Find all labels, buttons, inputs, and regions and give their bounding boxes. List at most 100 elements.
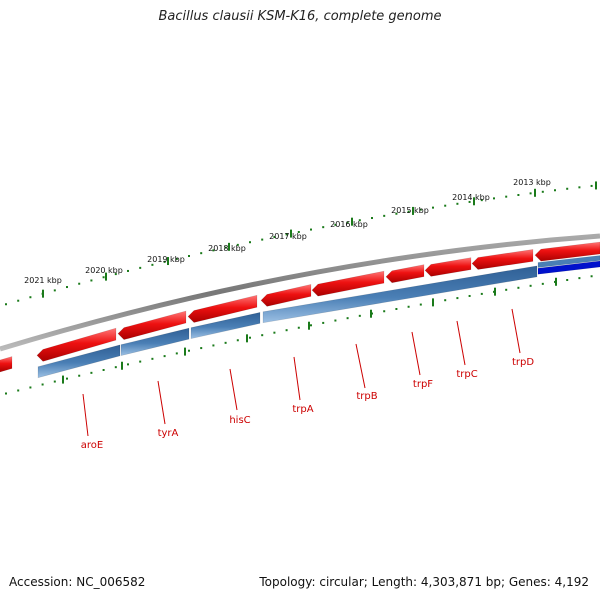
forward-gene xyxy=(36,327,117,362)
scale-dot xyxy=(432,206,434,209)
scale-dot xyxy=(212,344,215,347)
scale-dot xyxy=(541,282,544,285)
scale-dot xyxy=(273,331,276,334)
scale-dot xyxy=(127,363,129,366)
scale-dot xyxy=(529,284,532,287)
scale-dot xyxy=(419,208,422,211)
gene-leader-line xyxy=(82,393,89,437)
scale-tick-label: 2017 kbp xyxy=(269,232,307,241)
scale-dot xyxy=(334,223,337,226)
gene-label-aroE: aroE xyxy=(81,440,103,451)
forward-strand-genes xyxy=(0,241,600,373)
scale-dot xyxy=(297,230,300,233)
scale-dot xyxy=(114,366,117,369)
scale-dot xyxy=(261,334,264,337)
scale-dot xyxy=(200,347,203,350)
scale-dot xyxy=(139,360,142,363)
genome-backbone xyxy=(0,233,600,352)
scale-dot xyxy=(395,212,398,215)
scale-dot xyxy=(395,307,398,310)
forward-gene xyxy=(385,264,425,284)
reverse-strand-genes xyxy=(37,255,600,379)
scale-dot xyxy=(493,197,495,200)
scale-dot xyxy=(41,383,44,386)
scale-dot xyxy=(78,374,81,377)
forward-gene xyxy=(187,294,258,323)
highlighted-gene xyxy=(537,260,600,275)
accession-value: NC_006582 xyxy=(76,575,146,589)
scale-dot xyxy=(5,303,7,306)
scale-dot xyxy=(151,357,154,360)
scale-dot xyxy=(273,236,276,239)
scale-dot xyxy=(17,299,20,302)
scale-dot xyxy=(578,277,581,280)
reverse-gene xyxy=(120,327,190,357)
reverse-gene xyxy=(262,265,538,324)
scale-dot xyxy=(578,186,581,189)
forward-gene xyxy=(117,310,187,340)
scale-dot xyxy=(310,324,312,327)
scale-dot xyxy=(310,228,312,231)
scale-dot xyxy=(407,305,410,308)
scale-dot xyxy=(383,310,386,313)
scale-dot xyxy=(456,297,459,300)
reverse-gene xyxy=(537,255,600,268)
scale-dot xyxy=(468,294,471,297)
gene-label-leaders xyxy=(82,308,521,437)
gene-labels: aroE tyrA hisC trpA trpB trpF trpC trpD xyxy=(81,357,535,451)
scale-dot xyxy=(346,317,349,320)
scale-dot xyxy=(188,255,190,258)
scale-dot xyxy=(334,319,337,322)
scale-dot xyxy=(66,377,68,380)
scale-dot xyxy=(139,266,142,269)
scale-dot xyxy=(444,299,447,302)
scale-dot xyxy=(407,210,410,213)
forward-gene xyxy=(471,249,534,270)
scale-dot xyxy=(236,243,239,246)
scale-dot xyxy=(53,289,56,292)
scale-dot xyxy=(102,368,105,371)
scale-dot xyxy=(127,269,129,272)
gene-leader-line xyxy=(293,356,301,401)
scale-dot xyxy=(78,282,81,285)
scale-dot xyxy=(29,386,32,389)
scale-dot xyxy=(285,329,288,332)
scale-dot xyxy=(17,389,20,392)
scale-dot xyxy=(224,246,227,249)
inner-scale-track xyxy=(5,275,593,395)
gene-label-trpA: trpA xyxy=(292,404,313,415)
scale-tick-labels: 2021 kbp 2020 kbp 2019 kbp 2018 kbp 2017 kbp… xyxy=(24,178,551,285)
reverse-gene xyxy=(37,344,121,379)
scale-dot xyxy=(163,355,166,358)
scale-dot xyxy=(297,326,300,329)
gene-leader-line xyxy=(456,320,466,366)
scale-dot xyxy=(236,339,239,342)
scale-dot xyxy=(358,314,361,317)
scale-dot xyxy=(90,371,93,374)
scale-dot xyxy=(444,204,447,207)
scale-tick-label: 2015 kbp xyxy=(391,206,429,215)
scale-dot xyxy=(261,238,264,241)
scale-dot xyxy=(480,292,483,295)
scale-dot xyxy=(590,184,593,187)
scale-tick-label: 2018 kbp xyxy=(208,244,246,253)
forward-gene xyxy=(0,356,13,373)
forward-gene xyxy=(311,270,385,297)
scale-dot xyxy=(517,286,520,289)
scale-dot xyxy=(517,193,520,196)
forward-gene xyxy=(424,257,472,277)
scale-dot xyxy=(468,200,471,203)
inner-scale-ticks xyxy=(62,277,557,384)
scale-tick-label: 2016 kbp xyxy=(330,220,368,229)
genome-summary: Topology: circular; Length: 4,303,871 bp… xyxy=(259,575,589,589)
gene-label-tyrA: tyrA xyxy=(158,428,179,439)
gene-label-trpB: trpB xyxy=(356,391,377,402)
accession-label: Accession: xyxy=(9,575,73,589)
scale-dot xyxy=(151,263,154,266)
scale-dot xyxy=(566,187,569,190)
scale-dot xyxy=(541,190,544,193)
scale-dot xyxy=(90,279,93,282)
scale-tick-label: 2020 kbp xyxy=(85,266,123,275)
